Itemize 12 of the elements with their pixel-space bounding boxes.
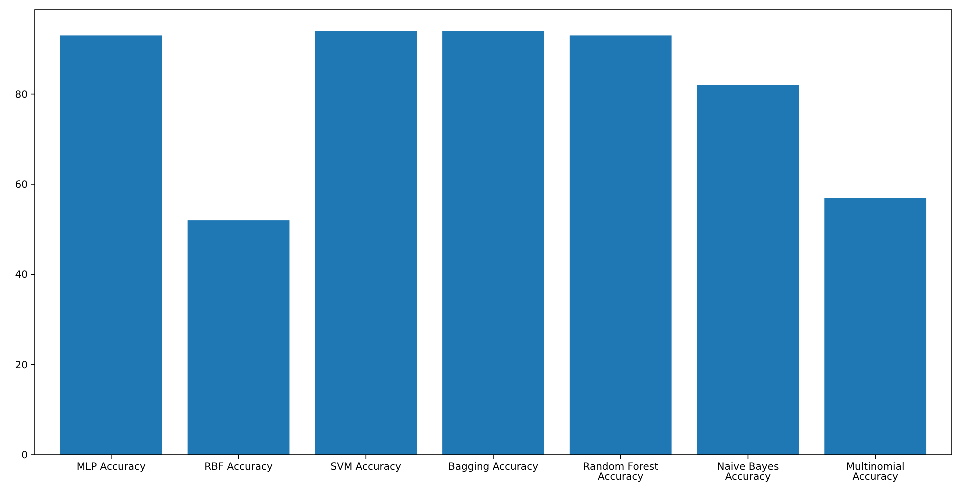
y-tick-label: 60 xyxy=(15,180,28,191)
x-tick-label: MLP Accuracy xyxy=(76,462,146,473)
x-tick-label: Random Forest Accuracy xyxy=(583,462,659,483)
y-tick-label: 40 xyxy=(15,270,28,282)
x-tick-label: SVM Accuracy xyxy=(330,462,402,473)
y-tick-label: 20 xyxy=(15,360,28,372)
y-tick-label: 80 xyxy=(15,90,28,101)
x-tick-label: Naive Bayes Accuracy xyxy=(717,462,780,483)
x-tick-label: RBF Accuracy xyxy=(204,462,274,473)
x-tick-label: Bagging Accuracy xyxy=(448,462,539,473)
y-tick-label: 0 xyxy=(22,450,28,462)
x-tick-label: Multinomial Accuracy xyxy=(846,462,905,483)
